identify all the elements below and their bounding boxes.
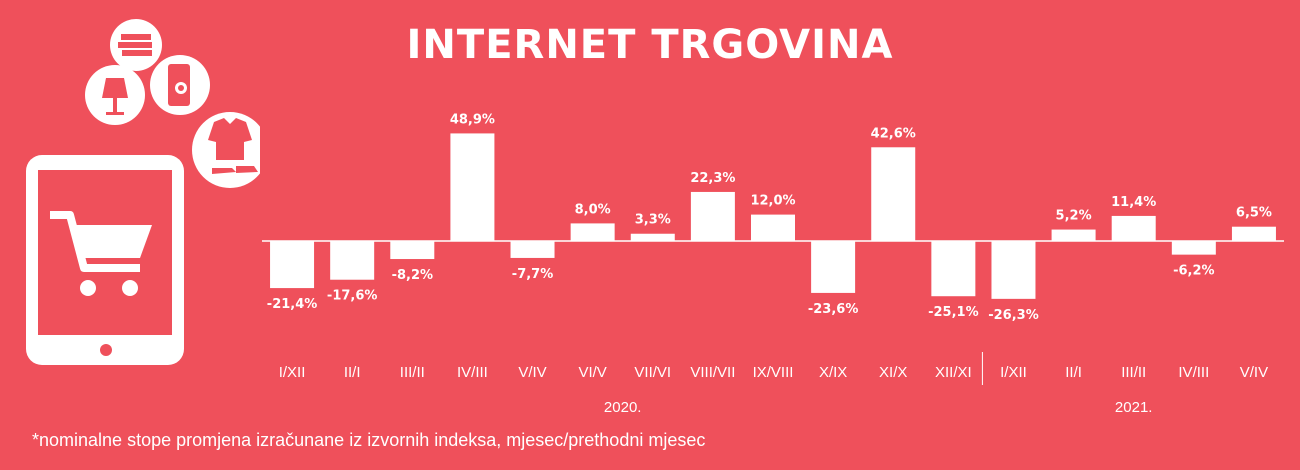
footnote: *nominalne stope promjena izračunane iz … bbox=[32, 430, 706, 450]
bar bbox=[991, 241, 1036, 299]
tablet-cart-icon bbox=[26, 155, 184, 365]
phone-icon bbox=[150, 55, 210, 115]
bar bbox=[811, 241, 856, 293]
bar bbox=[570, 223, 615, 241]
clothes-icon bbox=[192, 112, 260, 188]
lamp-icon bbox=[85, 65, 145, 125]
data-label: 3,3% bbox=[635, 213, 671, 228]
data-label: -25,1% bbox=[928, 305, 979, 320]
data-label: 11,4% bbox=[1111, 195, 1156, 210]
data-label: -8,2% bbox=[392, 268, 433, 283]
data-label: 5,2% bbox=[1056, 209, 1092, 224]
bar bbox=[510, 241, 555, 258]
bar bbox=[871, 147, 916, 241]
data-label: -23,6% bbox=[808, 302, 859, 317]
bar bbox=[1051, 229, 1096, 241]
x-tick-label: V/IV bbox=[518, 364, 546, 381]
x-tick-label: IV/III bbox=[457, 364, 488, 381]
data-label: 22,3% bbox=[690, 171, 735, 186]
x-tick-label: IV/III bbox=[1178, 364, 1209, 381]
data-label: 6,5% bbox=[1236, 206, 1272, 221]
bar bbox=[390, 241, 435, 260]
bar bbox=[931, 241, 976, 297]
x-tick-label: I/XII bbox=[279, 364, 306, 381]
data-label: -17,6% bbox=[327, 289, 378, 304]
bar bbox=[270, 241, 315, 289]
data-label: 48,9% bbox=[450, 112, 495, 127]
bar bbox=[1231, 226, 1276, 241]
x-tick-label: X/IX bbox=[819, 364, 847, 381]
tablet-illustration bbox=[26, 19, 260, 365]
data-label: -26,3% bbox=[988, 308, 1039, 323]
bar bbox=[1171, 241, 1216, 255]
data-label: -6,2% bbox=[1173, 264, 1214, 279]
x-tick-label: III/II bbox=[400, 364, 425, 381]
chart-title: INTERNET TRGOVINA bbox=[406, 22, 894, 68]
data-label: -7,7% bbox=[512, 267, 553, 282]
data-label: 12,0% bbox=[750, 194, 795, 209]
bar bbox=[690, 191, 735, 241]
x-tick-label: VIII/VII bbox=[690, 364, 735, 381]
x-tick-label: VII/VI bbox=[634, 364, 671, 381]
x-tick-label: V/IV bbox=[1240, 364, 1268, 381]
x-tick-label: I/XII bbox=[1000, 364, 1027, 381]
year-group-label: 2021. bbox=[1115, 399, 1153, 416]
bar bbox=[751, 214, 795, 241]
x-tick-label: IX/VIII bbox=[753, 364, 794, 381]
year-group-label: 2020. bbox=[604, 399, 642, 416]
bar bbox=[330, 241, 375, 280]
bar bbox=[630, 233, 675, 241]
x-tick-label: XI/X bbox=[879, 364, 907, 381]
data-label: 8,0% bbox=[575, 202, 611, 217]
data-label: -21,4% bbox=[267, 297, 318, 312]
x-tick-label: II/I bbox=[344, 364, 361, 381]
x-tick-label: II/I bbox=[1065, 364, 1082, 381]
x-tick-label: VI/V bbox=[578, 364, 606, 381]
books-icon bbox=[110, 19, 162, 71]
bar bbox=[450, 133, 495, 241]
data-label: 42,6% bbox=[871, 126, 916, 141]
x-tick-label: III/II bbox=[1121, 364, 1146, 381]
x-tick-label: XII/XI bbox=[935, 364, 972, 381]
bar bbox=[1111, 215, 1156, 241]
